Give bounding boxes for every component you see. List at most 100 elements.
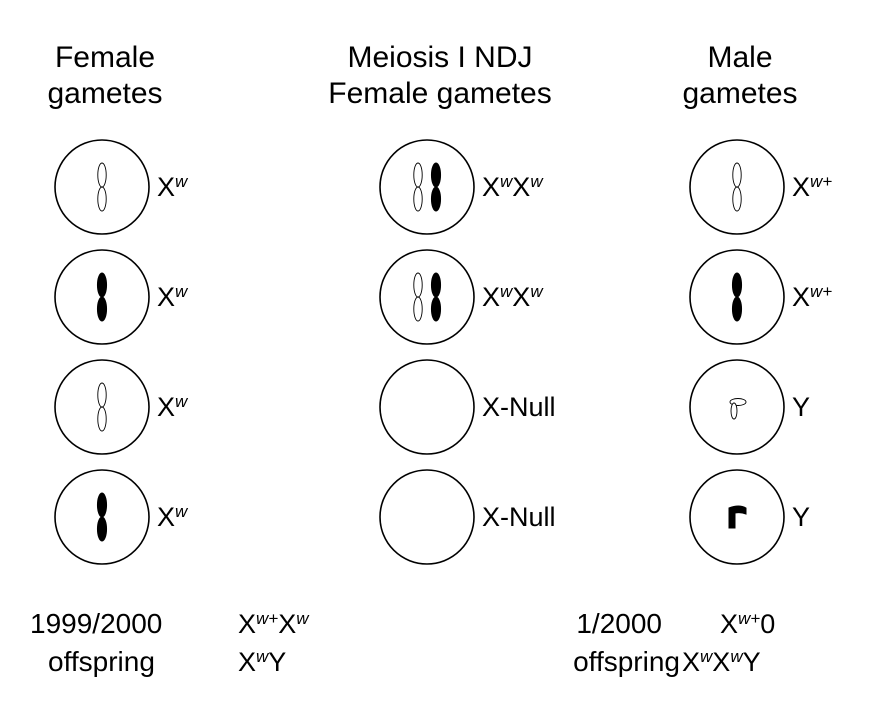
x-chromosome-filled <box>731 272 743 322</box>
genotype-symbol: Y <box>742 647 761 677</box>
genotype-allele: w+ <box>738 609 761 628</box>
genotype-symbol: X <box>238 609 257 639</box>
x-chromosome-open <box>732 162 742 212</box>
label-symbol: X-Null <box>482 502 556 532</box>
genotype-symbol: X <box>682 647 701 677</box>
genotype-allele: w <box>730 647 743 666</box>
footer-left-genotypes: Xw+Xw XwY <box>238 605 309 681</box>
offspring-word: offspring <box>48 646 155 677</box>
gamete-cell <box>378 358 476 461</box>
gamete-circle <box>689 469 785 565</box>
gamete-circle <box>689 249 785 345</box>
genotype-symbol: X <box>712 647 731 677</box>
footer-left-ratio: 1999/2000 offspring <box>30 605 230 681</box>
gamete-circle <box>54 359 150 455</box>
gamete-label: Xw <box>157 392 187 422</box>
footer-right-genotypes: Xw+0 XwXwY <box>682 605 775 681</box>
label-symbol: X <box>157 282 176 312</box>
heading-male-gametes: Male gametes <box>655 40 825 112</box>
gamete-label: XwXw <box>482 282 543 312</box>
gamete-label: Xw <box>157 172 187 202</box>
label-allele: w <box>175 502 188 521</box>
heading-line-2: Female gametes <box>328 77 552 110</box>
x-chromosome-filled <box>430 272 442 322</box>
offspring-ratio: 1999/2000 <box>30 608 163 639</box>
y-chromosome-open <box>729 398 747 420</box>
heading-line-2: gametes <box>682 77 798 110</box>
heading-line-1: Meiosis I NDJ <box>347 41 533 74</box>
gamete-circle <box>379 249 475 345</box>
gamete-circle <box>379 139 475 235</box>
genotype-allele: w <box>256 647 269 666</box>
genotype-allele: w+ <box>256 609 279 628</box>
genotype-symbol: X <box>278 609 297 639</box>
gamete-cell <box>378 248 476 351</box>
gamete-label: Xw <box>157 282 187 312</box>
x-chromosome-filled <box>96 272 108 322</box>
gamete-cell <box>378 468 476 571</box>
gamete-label: X-Null <box>482 502 556 532</box>
offspring-word: offspring <box>573 646 680 677</box>
label-symbol: X <box>792 282 811 312</box>
label-symbol: Y <box>792 502 811 532</box>
label-symbol: X <box>792 172 811 202</box>
genotype-symbol: X <box>238 647 257 677</box>
genotype-line: XwY <box>238 643 309 681</box>
label-symbol: X <box>157 172 176 202</box>
gamete-label: Y <box>792 502 810 532</box>
gamete-cell <box>688 358 786 461</box>
gamete-cell <box>53 358 151 461</box>
gamete-circle <box>379 359 475 455</box>
gamete-cell <box>688 248 786 351</box>
genotype-symbol: Y <box>268 647 287 677</box>
label-symbol: X <box>512 282 531 312</box>
gamete-label: Y <box>792 392 810 422</box>
gamete-label: Xw+ <box>792 172 832 202</box>
genotype-line: Xw+Xw <box>238 605 309 643</box>
gamete-cell <box>688 138 786 241</box>
label-allele: w <box>500 172 513 191</box>
x-chromosome-filled <box>96 492 108 542</box>
label-allele: w <box>530 172 543 191</box>
x-chromosome-open <box>413 272 423 322</box>
label-symbol: X <box>157 502 176 532</box>
heading-female-gametes: Female gametes <box>20 40 190 112</box>
heading-line-1: Female <box>54 41 156 74</box>
gamete-circle <box>689 139 785 235</box>
label-allele: w <box>175 172 188 191</box>
label-symbol: X <box>157 392 176 422</box>
gamete-cell <box>53 138 151 241</box>
label-symbol: X-Null <box>482 392 556 422</box>
gamete-circle <box>54 139 150 235</box>
genotype-line: XwXwY <box>682 643 775 681</box>
gamete-label: X-Null <box>482 392 556 422</box>
x-chromosome-open <box>97 162 107 212</box>
gamete-circle <box>689 359 785 455</box>
label-symbol: X <box>482 172 501 202</box>
heading-ndj-female-gametes: Meiosis I NDJ Female gametes <box>290 40 590 112</box>
genotype-allele: w <box>296 609 309 628</box>
gamete-cell <box>53 468 151 571</box>
heading-line-1: Male <box>707 41 773 74</box>
gamete-circle <box>54 249 150 345</box>
x-chromosome-open <box>97 382 107 432</box>
genotype-symbol: 0 <box>760 609 776 639</box>
gamete-circle <box>379 469 475 565</box>
label-allele: w <box>500 282 513 301</box>
x-chromosome-filled <box>430 162 442 212</box>
gamete-cell <box>688 468 786 571</box>
genotype-line: Xw+0 <box>682 605 775 643</box>
footer-right-ratio: 1/2000 offspring <box>530 605 680 681</box>
label-symbol: Y <box>792 392 811 422</box>
label-allele: w <box>175 282 188 301</box>
gamete-label: XwXw <box>482 172 543 202</box>
y-chromosome-filled <box>728 505 747 529</box>
heading-line-2: gametes <box>47 77 163 110</box>
label-allele: w+ <box>810 172 833 191</box>
gamete-circle <box>54 469 150 565</box>
label-symbol: X <box>482 282 501 312</box>
gamete-label: Xw <box>157 502 187 532</box>
gamete-label: Xw+ <box>792 282 832 312</box>
offspring-ratio: 1/2000 <box>576 608 662 639</box>
gamete-cell <box>378 138 476 241</box>
